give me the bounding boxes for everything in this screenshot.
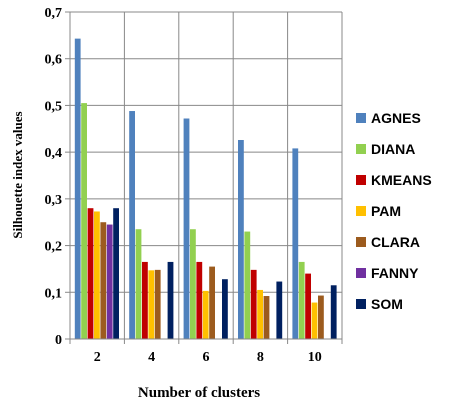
y-tick-label: 0,7	[45, 6, 63, 21]
bar-diana-8	[244, 231, 251, 339]
bar-som-6	[222, 279, 228, 339]
bar-kmeans-4	[142, 261, 148, 339]
bar-diana-4	[135, 229, 142, 339]
legend-label-pam: PAM	[371, 203, 401, 219]
bar-kmeans-10	[305, 273, 311, 339]
legend-swatch-som	[356, 299, 366, 309]
bar-clara-4	[154, 269, 161, 339]
y-tick-label: 0,1	[45, 286, 63, 301]
x-tick-label: 4	[148, 350, 155, 365]
legend-swatch-diana	[356, 144, 366, 154]
bar-clara-8	[263, 296, 270, 339]
bar-pam-2	[94, 211, 100, 339]
bar-kmeans-2	[87, 208, 94, 339]
bar-som-8	[276, 281, 283, 339]
bar-kmeans-8	[250, 269, 257, 339]
x-tick-label: 8	[257, 350, 264, 365]
legend-label-fanny: FANNY	[371, 265, 419, 281]
bar-som-10	[330, 285, 337, 339]
legend-label-som: SOM	[371, 296, 403, 312]
legend-swatch-pam	[356, 206, 366, 216]
bar-pam-4	[148, 270, 155, 339]
bar-diana-2	[81, 103, 87, 339]
y-tick-label: 0,6	[45, 53, 63, 68]
bar-som-2	[113, 208, 119, 339]
x-axis-title: Number of clusters	[138, 385, 260, 401]
bar-clara-2	[100, 222, 107, 339]
bar-pam-10	[311, 302, 318, 339]
legend: AGNES DIANA KMEANS PAM CLARA FANNY SOM	[356, 110, 432, 312]
bar-diana-6	[190, 229, 196, 339]
x-tick-label: 2	[94, 350, 101, 365]
x-tick-label: 10	[308, 350, 322, 365]
bar-clara-6	[209, 266, 215, 339]
bar-pam-8	[257, 289, 263, 339]
legend-label-kmeans: KMEANS	[371, 172, 432, 188]
bars	[74, 38, 337, 340]
bar-clara-10	[318, 295, 324, 339]
y-tick-labels: 0 0,1 0,2 0,3 0,4 0,5 0,6 0,7	[45, 6, 63, 348]
legend-swatch-clara	[356, 237, 366, 247]
bar-agnes-6	[183, 118, 190, 339]
bar-som-4	[167, 261, 174, 339]
x-tick-label: 6	[203, 350, 210, 365]
y-tick-label: 0	[55, 333, 62, 348]
y-tick-label: 0,2	[45, 240, 63, 255]
y-tick-label: 0,4	[45, 146, 63, 161]
legend-label-agnes: AGNES	[371, 110, 421, 126]
bar-pam-6	[202, 290, 209, 339]
bar-agnes-4	[129, 111, 135, 339]
y-axis-title: Silhouette index values	[10, 111, 25, 238]
legend-swatch-fanny	[356, 268, 366, 278]
axes	[65, 11, 343, 344]
legend-label-diana: DIANA	[371, 141, 415, 157]
bar-agnes-10	[292, 148, 299, 339]
bar-agnes-8	[238, 139, 244, 339]
grid-lines	[69, 11, 343, 340]
legend-swatch-agnes	[356, 113, 366, 123]
legend-label-clara: CLARA	[371, 234, 420, 250]
legend-swatch-kmeans	[356, 175, 366, 185]
bar-agnes-2	[74, 38, 81, 340]
y-tick-label: 0,5	[45, 99, 63, 114]
x-tick-labels: 2 4 6 8 10	[94, 350, 322, 365]
bar-kmeans-6	[196, 261, 203, 339]
y-tick-label: 0,3	[45, 193, 63, 208]
bar-diana-10	[298, 261, 305, 339]
bar-fanny-2	[106, 224, 113, 339]
